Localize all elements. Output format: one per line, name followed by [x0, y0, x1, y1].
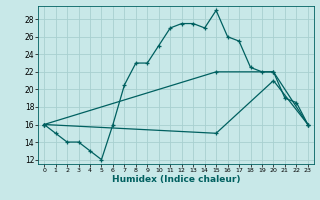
X-axis label: Humidex (Indice chaleur): Humidex (Indice chaleur) — [112, 175, 240, 184]
